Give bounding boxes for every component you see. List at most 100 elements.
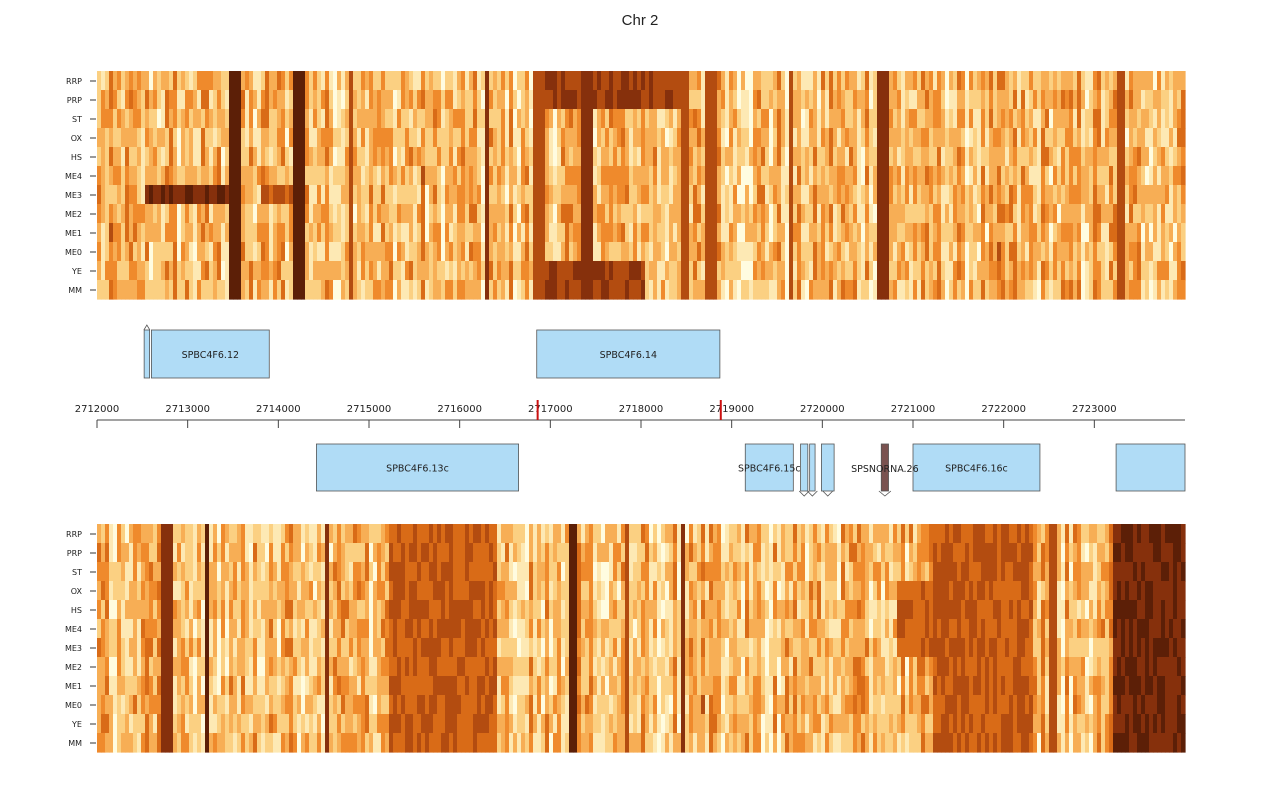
- top-heatmap-cell: [717, 261, 722, 281]
- top-heatmap-cell: [453, 71, 458, 91]
- bottom-heatmap-cell: [265, 543, 270, 563]
- top-heatmap-cell: [905, 280, 910, 300]
- bottom-heatmap-cell: [905, 619, 910, 639]
- top-heatmap-cell: [281, 109, 286, 129]
- bottom-feature-box[interactable]: [821, 443, 835, 492]
- top-heatmap-cell: [1085, 242, 1090, 262]
- bottom-heatmap-cell: [869, 543, 874, 563]
- top-heatmap-cell: [781, 242, 786, 262]
- top-heatmap-cell: [633, 261, 638, 281]
- bottom-heatmap-cell: [917, 619, 922, 639]
- top-feature-box[interactable]: [143, 329, 150, 379]
- top-heatmap-cell: [597, 261, 602, 281]
- bottom-feature-box[interactable]: [800, 443, 809, 492]
- top-heatmap-cell: [933, 71, 938, 91]
- top-heatmap-cell: [941, 147, 946, 167]
- bottom-heatmap-cell: [585, 619, 590, 639]
- bottom-heatmap-cell: [1081, 562, 1086, 582]
- bottom-heatmap-cell: [1073, 543, 1078, 563]
- top-heatmap-cell: [593, 242, 598, 262]
- top-heatmap-cell: [893, 204, 898, 224]
- bottom-gene-box[interactable]: [744, 443, 794, 492]
- top-gene-box[interactable]: [150, 329, 270, 379]
- top-heatmap-cell: [893, 71, 898, 91]
- top-heatmap-cell: [565, 223, 570, 243]
- top-heatmap-cell: [1161, 128, 1166, 148]
- top-heatmap-cell: [481, 280, 486, 300]
- top-heatmap-cell: [957, 128, 962, 148]
- bottom-heatmap-cell: [269, 543, 274, 563]
- top-heatmap-cell: [689, 261, 694, 281]
- top-heatmap-cell: [1173, 166, 1178, 186]
- bottom-heatmap-cell: [613, 543, 618, 563]
- bottom-heatmap-cell: [949, 562, 954, 582]
- top-heatmap-cell: [101, 223, 106, 243]
- top-heatmap-cell: [793, 109, 798, 129]
- top-heatmap-cell: [1041, 109, 1046, 129]
- top-heatmap-cell: [297, 109, 302, 129]
- bottom-feature-box[interactable]: [809, 443, 816, 492]
- bottom-heatmap-cell: [913, 562, 918, 582]
- bottom-heatmap-cell: [821, 600, 826, 620]
- bottom-gene-box[interactable]: [912, 443, 1041, 492]
- bottom-heatmap-cell: [361, 581, 366, 601]
- top-heatmap-cell: [181, 280, 186, 300]
- top-heatmap-cell: [861, 147, 866, 167]
- bottom-heatmap-cell: [793, 600, 798, 620]
- top-heatmap-cell: [745, 242, 750, 262]
- top-heatmap-cell: [753, 71, 758, 91]
- top-heatmap-cell: [401, 185, 406, 205]
- top-heatmap-cell: [941, 185, 946, 205]
- bottom-heatmap-cell: [461, 581, 466, 601]
- bottom-heatmap-cell: [521, 600, 526, 620]
- bottom-heatmap-cell: [493, 562, 498, 582]
- top-heatmap-cell: [837, 109, 842, 129]
- top-heatmap-cell: [605, 185, 610, 205]
- top-heatmap-cell: [585, 185, 590, 205]
- top-heatmap-cell: [889, 280, 894, 300]
- top-heatmap-cell: [997, 71, 1002, 91]
- top-heatmap-cell: [1049, 71, 1054, 91]
- bottom-heatmap-cell: [1013, 524, 1018, 544]
- top-heatmap-cell: [569, 147, 574, 167]
- top-heatmap-cell: [1101, 280, 1106, 300]
- bottom-heatmap-cell: [941, 619, 946, 639]
- top-heatmap-cell: [497, 223, 502, 243]
- top-heatmap-cell: [693, 128, 698, 148]
- bottom-heatmap-cell: [453, 619, 458, 639]
- bottom-heatmap-cell: [97, 619, 102, 639]
- top-gene-box[interactable]: [536, 329, 721, 379]
- bottom-heatmap-cell: [229, 581, 234, 601]
- top-heatmap-cell: [933, 90, 938, 110]
- bottom-gene-box[interactable]: [1115, 443, 1186, 492]
- top-heatmap-cell: [1021, 280, 1026, 300]
- top-heatmap-cell: [641, 109, 646, 129]
- top-heatmap-cell: [193, 242, 198, 262]
- bottom-heatmap-cell: [889, 619, 894, 639]
- top-heatmap-cell: [577, 147, 582, 167]
- top-heatmap-cell: [609, 204, 614, 224]
- bottom-heatmap-cell: [637, 581, 642, 601]
- bottom-heatmap-cell: [677, 543, 682, 563]
- bottom-heatmap-cell: [629, 600, 634, 620]
- top-heatmap-cell: [1073, 204, 1078, 224]
- bottom-heatmap-cell: [721, 600, 726, 620]
- bottom-heatmap-cell: [621, 524, 626, 544]
- bottom-heatmap-cell: [681, 619, 686, 639]
- bottom-heatmap-cell: [857, 600, 862, 620]
- top-heatmap-cell: [997, 280, 1002, 300]
- bottom-heatmap-cell: [297, 562, 302, 582]
- ncrna-box[interactable]: [880, 443, 889, 492]
- top-heatmap-cell: [761, 128, 766, 148]
- top-row-label: ME2: [65, 210, 82, 219]
- top-heatmap-cell: [897, 128, 902, 148]
- bottom-heatmap-cell: [673, 619, 678, 639]
- top-heatmap-cell: [409, 147, 414, 167]
- top-heatmap-cell: [801, 90, 806, 110]
- top-heatmap-cell: [733, 128, 738, 148]
- bottom-heatmap-cell: [241, 543, 246, 563]
- bottom-heatmap-cell: [153, 524, 158, 544]
- top-heatmap-cell: [425, 90, 430, 110]
- top-heatmap-cell: [633, 109, 638, 129]
- bottom-gene-box[interactable]: [316, 443, 519, 492]
